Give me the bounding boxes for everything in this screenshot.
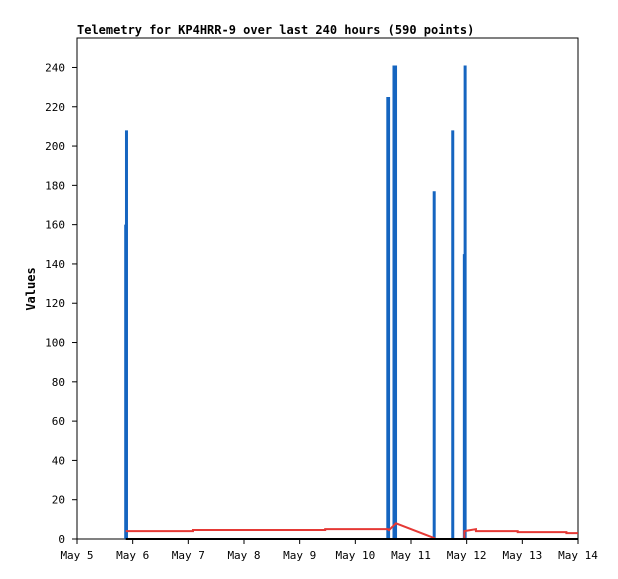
y-tick-label: 20 — [52, 494, 65, 507]
y-tick-label: 40 — [52, 454, 65, 467]
plot-frame — [76, 37, 579, 540]
x-tick-label: May 5 — [60, 549, 93, 562]
x-tick-label: May 9 — [283, 549, 316, 562]
x-tick-label: May 8 — [227, 549, 260, 562]
x-tick-label: May 14 — [558, 549, 598, 562]
y-tick-label: 220 — [45, 101, 65, 114]
y-tick-label: 240 — [45, 61, 65, 74]
y-tick-label: 100 — [45, 337, 65, 350]
x-tick-label: May 10 — [335, 549, 375, 562]
y-tick-label: 200 — [45, 140, 65, 153]
y-tick-label: 0 — [58, 533, 65, 546]
x-tick-label: May 7 — [172, 549, 205, 562]
y-tick-label: 80 — [52, 376, 65, 389]
y-tick-label: 180 — [45, 179, 65, 192]
y-tick-label: 160 — [45, 219, 65, 232]
x-tick-label: May 13 — [502, 549, 542, 562]
x-tick-label: May 12 — [447, 549, 487, 562]
x-tick-label: May 6 — [116, 549, 149, 562]
marks-layer — [124, 65, 578, 540]
chart-title: Telemetry for KP4HRR-9 over last 240 hou… — [77, 23, 474, 37]
y-tick-label: 140 — [45, 258, 65, 271]
tick-layer: 0 20 40 60 80 100 120 140 160 180 200 220 240 May 5 Ma… — [45, 61, 598, 562]
y-tick-label: 120 — [45, 297, 65, 310]
y-tick-label: 60 — [52, 415, 65, 428]
y-axis-label: Values — [24, 267, 38, 310]
x-tick-label: May 11 — [391, 549, 431, 562]
